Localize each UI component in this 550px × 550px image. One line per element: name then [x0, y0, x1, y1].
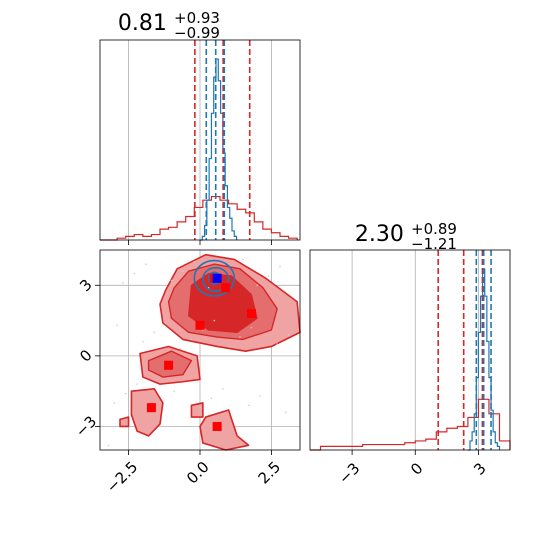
param1-title-sub: −0.99	[174, 24, 220, 42]
sample-point	[193, 260, 196, 263]
sample-point	[170, 279, 173, 282]
red-square-marker	[221, 283, 231, 293]
param2-red-histogram	[310, 398, 511, 451]
red-square-marker	[195, 320, 205, 330]
sample-point	[162, 399, 164, 402]
param1-title-main: 0.81	[118, 11, 167, 36]
joint-ytick-label: −3	[72, 412, 100, 440]
param2-title: 2.30 +0.89 −1.21	[355, 219, 462, 253]
sample-point	[133, 272, 136, 275]
blue-square-marker	[212, 273, 222, 283]
param2-blue-histogram	[467, 268, 501, 451]
sample-point	[259, 395, 261, 397]
joint-xtick-label: 2.5	[255, 458, 285, 488]
red-square-marker	[164, 360, 174, 370]
sample-point	[227, 345, 230, 348]
sample-point	[267, 275, 270, 277]
sample-point	[287, 333, 290, 336]
param2-frame	[309, 249, 511, 451]
param1-blue-histogram	[200, 58, 238, 241]
joint-xtick-label: 0.0	[183, 458, 213, 488]
blue-contour	[202, 266, 230, 292]
sample-point	[116, 324, 118, 327]
sample-point	[144, 263, 147, 265]
red-contour-outer	[119, 416, 130, 428]
sample-point	[190, 338, 193, 341]
param2-title-main: 2.30	[355, 222, 404, 247]
joint-contour-panel: −2.5 0.0 2.5 −3 0 3	[72, 249, 301, 496]
blue-contour	[193, 259, 236, 297]
red-square-marker	[146, 403, 156, 413]
sample-point	[136, 383, 138, 385]
red-square-marker	[246, 309, 256, 319]
red-contour-outer	[199, 409, 250, 451]
sample-point	[284, 411, 287, 414]
joint-ytick-label: 0	[76, 346, 95, 365]
sample-point	[179, 348, 181, 350]
sample-point	[182, 270, 184, 272]
sample-point	[142, 340, 144, 343]
sample-point	[124, 392, 127, 395]
sample-point	[107, 444, 110, 447]
sample-point	[213, 319, 216, 322]
sample-point	[247, 404, 250, 407]
sample-point	[256, 284, 258, 287]
sample-point	[199, 406, 201, 409]
sample-point	[276, 343, 278, 345]
param2-histogram-panel: −3 0 3	[309, 249, 511, 488]
param2-title-sup: +0.89	[411, 220, 457, 238]
param2-xtick-label: 0	[407, 459, 426, 478]
sample-point	[242, 258, 244, 261]
param1-histogram-panel	[99, 39, 301, 245]
sample-point	[113, 402, 116, 404]
sample-point	[164, 322, 167, 324]
sample-point	[239, 336, 241, 338]
sample-point	[270, 385, 273, 388]
param2-xtick-label: 3	[470, 459, 489, 478]
param2-xtick-label: −3	[335, 459, 363, 487]
red-contour-outer	[130, 388, 164, 437]
sample-point	[153, 331, 156, 334]
param1-title: 0.81 +0.93 −0.99	[118, 8, 225, 42]
sample-point	[279, 265, 281, 268]
sample-point	[222, 388, 224, 390]
sample-point	[122, 282, 124, 284]
param1-red-histogram	[100, 195, 298, 241]
sample-point	[210, 397, 213, 400]
joint-xtick-label: −2.5	[103, 458, 141, 496]
sample-point	[173, 390, 176, 392]
param2-title-sub: −1.21	[411, 235, 457, 253]
param1-title-sup: +0.93	[174, 9, 220, 27]
sample-point	[250, 326, 253, 329]
red-square-marker	[212, 421, 222, 431]
red-contour-outer	[190, 402, 204, 418]
joint-ytick-label: 3	[76, 276, 95, 295]
